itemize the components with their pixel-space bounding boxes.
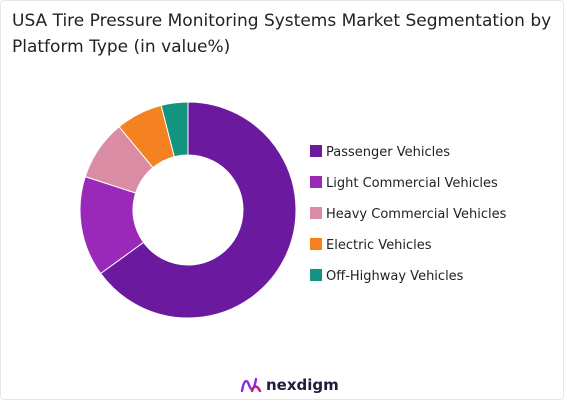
legend-label: Off-Highway Vehicles: [326, 269, 464, 284]
chart-title: USA Tire Pressure Monitoring Systems Mar…: [12, 11, 552, 57]
brand-logo: nexdigm: [240, 376, 339, 394]
nexdigm-logo-icon: [240, 377, 262, 393]
legend-swatch: [310, 207, 322, 219]
legend-swatch: [310, 176, 322, 188]
legend-label: Electric Vehicles: [326, 238, 432, 253]
legend-swatch: [310, 145, 322, 157]
legend-label: Light Commercial Vehicles: [326, 176, 498, 191]
donut-slices: [79, 101, 297, 319]
slice-passenger-vehicles: [99, 101, 297, 319]
chart-legend: Passenger Vehicles Light Commercial Vehic…: [310, 145, 507, 284]
brand-name: nexdigm: [266, 376, 339, 394]
legend-swatch: [310, 269, 322, 281]
legend-swatch: [310, 238, 322, 250]
legend-label: Heavy Commercial Vehicles: [326, 207, 507, 222]
slice-off-highway-vehicles: [160, 101, 189, 158]
legend-label: Passenger Vehicles: [326, 145, 450, 160]
